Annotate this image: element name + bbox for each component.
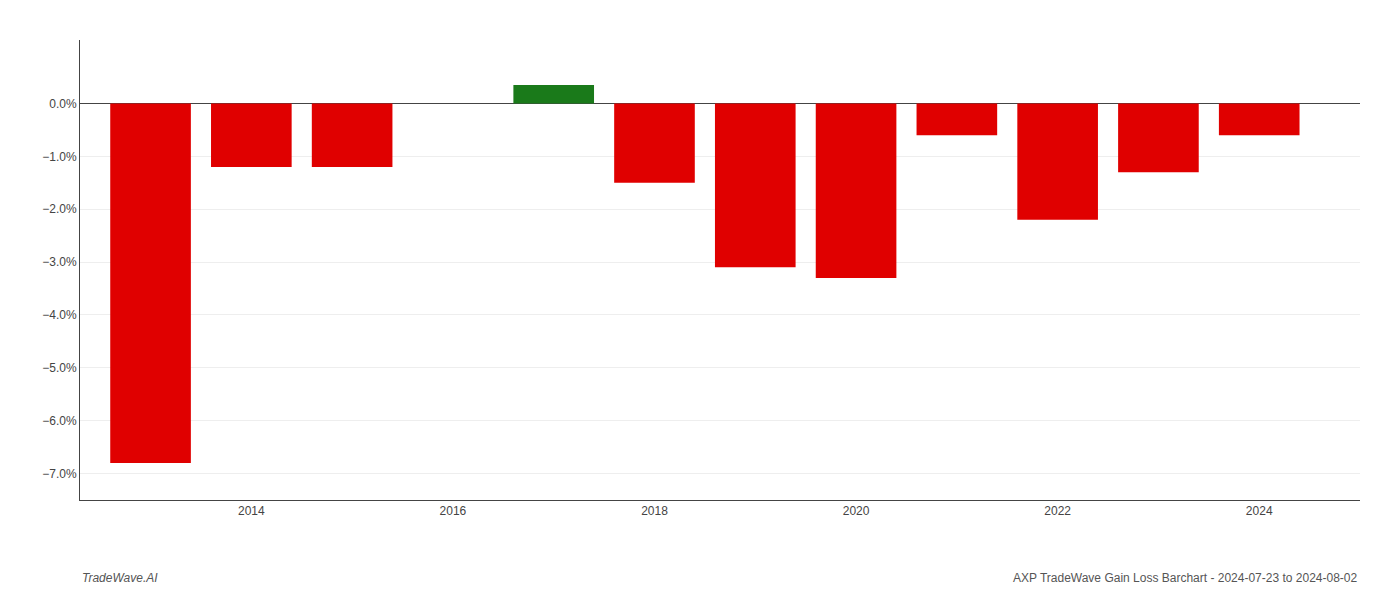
svg-text:−1.0%: −1.0% [42, 150, 77, 164]
svg-text:−6.0%: −6.0% [42, 414, 77, 428]
svg-text:TradeWave.AI: TradeWave.AI [82, 571, 158, 585]
svg-text:2022: 2022 [1044, 504, 1071, 518]
svg-text:−3.0%: −3.0% [42, 255, 77, 269]
svg-text:−4.0%: −4.0% [42, 308, 77, 322]
svg-text:AXP TradeWave Gain Loss Barcha: AXP TradeWave Gain Loss Barchart - 2024-… [1013, 571, 1358, 585]
svg-text:−2.0%: −2.0% [42, 202, 77, 216]
svg-text:−5.0%: −5.0% [42, 361, 77, 375]
svg-text:2014: 2014 [238, 504, 265, 518]
svg-text:2024: 2024 [1246, 504, 1273, 518]
svg-text:−7.0%: −7.0% [42, 467, 77, 481]
svg-text:0.0%: 0.0% [49, 97, 77, 111]
svg-text:2020: 2020 [843, 504, 870, 518]
svg-text:2016: 2016 [440, 504, 467, 518]
svg-text:2018: 2018 [641, 504, 668, 518]
